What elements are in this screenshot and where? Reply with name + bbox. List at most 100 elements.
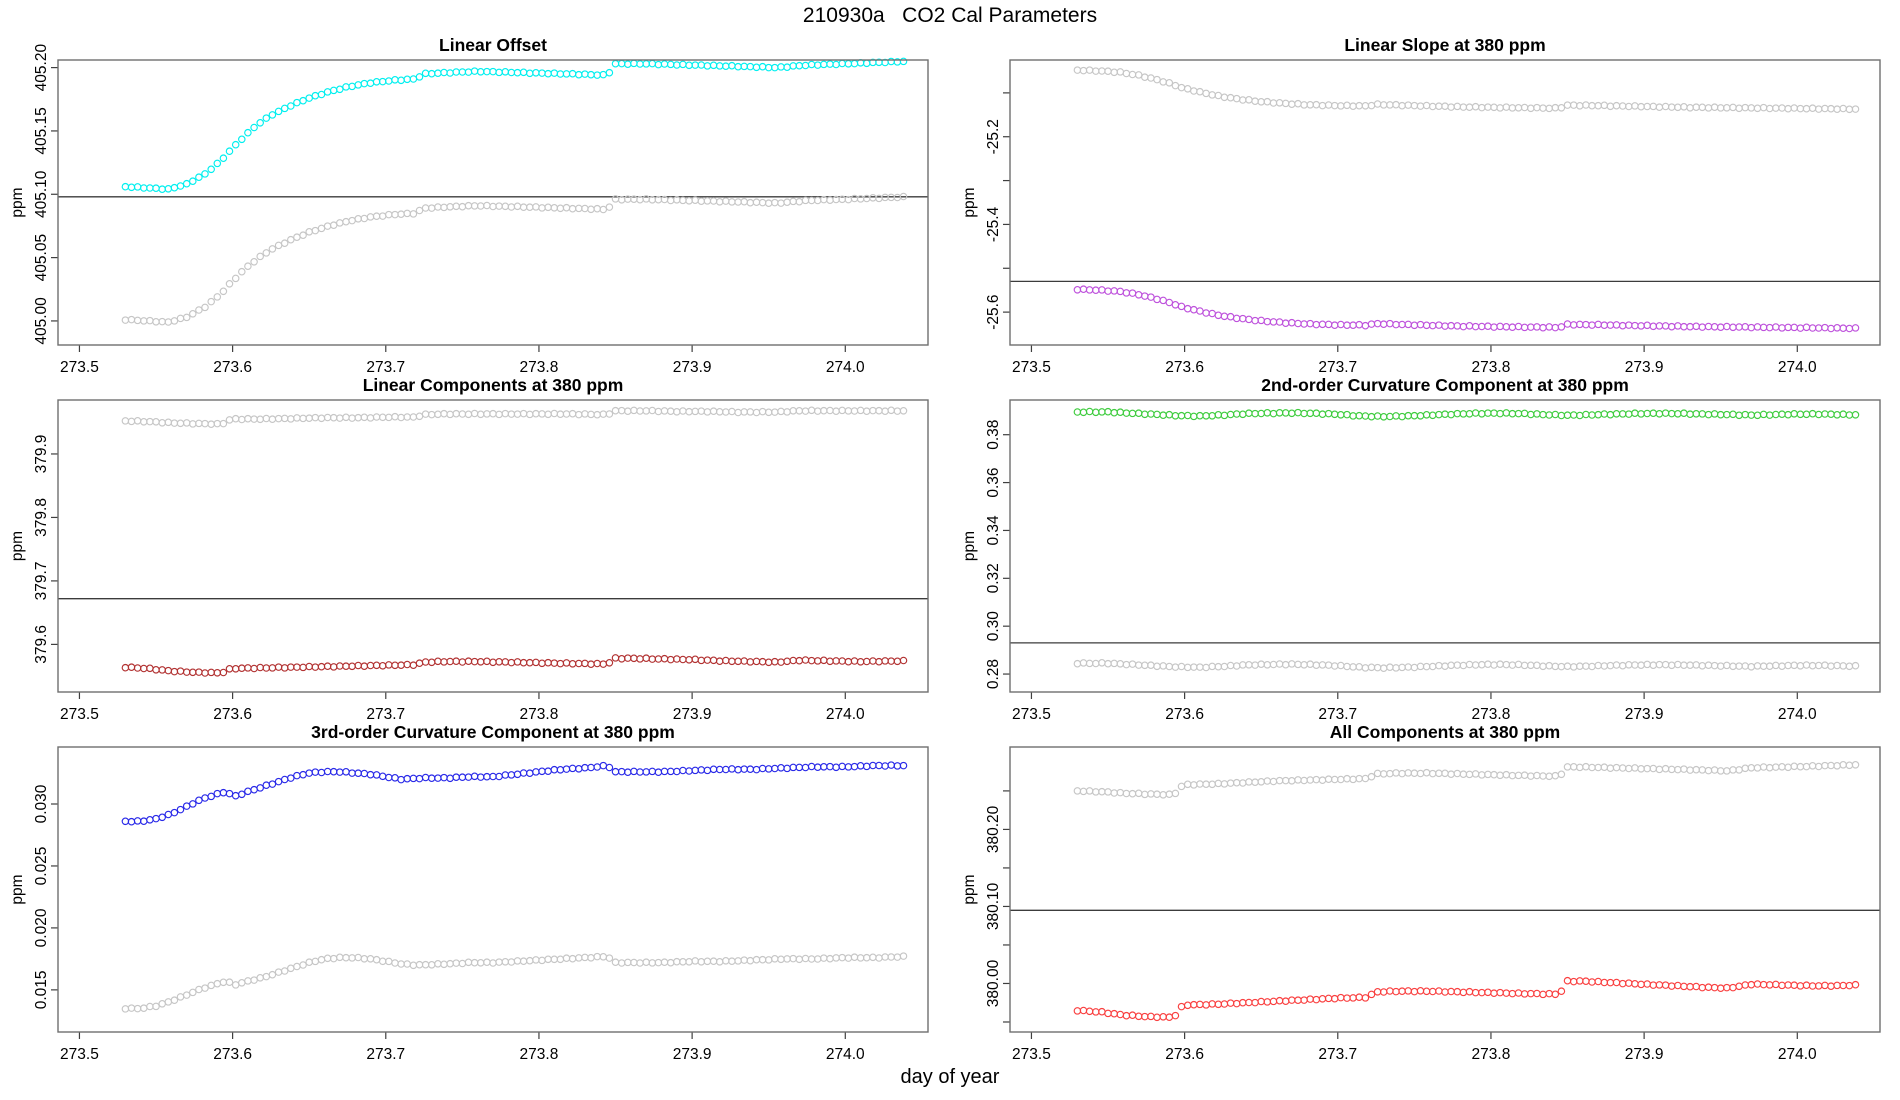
x-tick-label: 273.5 (60, 359, 99, 376)
x-tick-label: 273.6 (213, 706, 252, 723)
y-tick-label: 380.20 (985, 805, 1002, 853)
y-axis: 405.00 405.05 405.10 405.15 405.20 (33, 44, 58, 345)
y-tick-label: 405.20 (33, 44, 50, 92)
series-curvature2-secondary (1073, 659, 1860, 672)
series-all-components-primary (1073, 976, 1860, 1022)
plot-box (1009, 399, 1881, 693)
y-tick-label: 0.020 (33, 908, 50, 947)
y-axis: -25.2 -25.4 -25.6 (985, 92, 1010, 330)
x-tick-label: 273.8 (520, 359, 559, 376)
y-tick-label: 380.00 (985, 959, 1002, 1007)
plot-box (1009, 746, 1881, 1033)
panel-title: 3rd-order Curvature Component at 380 ppm (311, 722, 675, 742)
x-axis-outer-label: day of year (900, 1066, 1000, 1088)
plot-box (57, 746, 929, 1033)
series-curvature3-primary (121, 761, 908, 826)
panel-title: Linear Slope at 380 ppm (1344, 35, 1545, 55)
x-tick-label: 273.6 (1165, 359, 1204, 376)
series-linear-offset-primary (121, 57, 908, 193)
x-tick-label: 273.6 (213, 359, 252, 376)
x-tick-label: 273.8 (1472, 706, 1511, 723)
x-axis: 273.5 273.6 273.7 273.8 273.9 274.0 (60, 692, 865, 723)
x-tick-label: 274.0 (1778, 359, 1817, 376)
x-tick-label: 274.0 (826, 359, 865, 376)
main-title: 210930a CO2 Cal Parameters (802, 4, 1098, 27)
y-tick-label: 379.9 (33, 435, 50, 474)
y-axis: 380.00 380.10 380.20 (985, 790, 1010, 1023)
panel-title: Linear Components at 380 ppm (363, 375, 624, 395)
y-axis-label: ppm (9, 874, 26, 904)
y-tick-label: 0.32 (985, 563, 1002, 593)
y-tick-label: 0.34 (985, 515, 1002, 546)
x-tick-label: 273.8 (520, 1046, 559, 1063)
x-tick-label: 273.7 (366, 1046, 405, 1063)
x-tick-label: 274.0 (1778, 1046, 1817, 1063)
x-tick-label: 273.5 (1012, 1046, 1051, 1063)
y-tick-label: 379.7 (33, 562, 50, 601)
x-tick-label: 273.5 (1012, 706, 1051, 723)
y-tick-label: 379.6 (33, 625, 50, 664)
x-tick-label: 273.6 (1165, 706, 1204, 723)
panel-all-components-at-380-ppm: All Components at 380 ppm 273.5 273.6 273.7… (961, 722, 1881, 1063)
x-tick-label: 274.0 (826, 1046, 865, 1063)
panel-3rd-order-curvature-component-at-380-ppm: 3rd-order Curvature Component at 380 ppm… (9, 722, 929, 1063)
y-tick-label: -25.4 (985, 206, 1002, 242)
y-tick-label: 0.38 (985, 420, 1002, 450)
y-tick-label: 0.015 (33, 970, 50, 1009)
x-tick-label: 273.7 (366, 359, 405, 376)
y-tick-label: 0.28 (985, 659, 1002, 689)
y-tick-label: 405.00 (33, 297, 50, 345)
x-axis: 273.5 273.6 273.7 273.8 273.9 274.0 (1012, 1032, 1817, 1063)
x-tick-label: 274.0 (826, 706, 865, 723)
y-axis-label: ppm (961, 531, 978, 561)
x-axis: 273.5 273.6 273.7 273.8 273.9 274.0 (1012, 692, 1817, 723)
series-curvature3-secondary (121, 952, 908, 1013)
y-tick-label: 0.025 (33, 847, 50, 886)
y-tick-label: 379.8 (33, 498, 50, 537)
series-linear-components-secondary (121, 406, 908, 428)
x-tick-label: 273.5 (1012, 359, 1051, 376)
x-axis: 273.5 273.6 273.7 273.8 273.9 274.0 (60, 1032, 865, 1063)
x-tick-label: 273.9 (673, 359, 712, 376)
x-tick-label: 273.9 (673, 1046, 712, 1063)
y-axis: 0.015 0.020 0.025 0.030 (33, 784, 58, 1009)
y-axis: 0.28 0.30 0.32 0.34 0.36 0.38 (985, 420, 1010, 689)
y-tick-label: 405.15 (33, 107, 50, 154)
x-tick-label: 273.8 (1472, 1046, 1511, 1063)
x-tick-label: 273.7 (1318, 706, 1357, 723)
x-tick-label: 273.8 (1472, 359, 1511, 376)
panel-title: Linear Offset (439, 35, 547, 55)
panel-2nd-order-curvature-component-at-380-ppm: 2nd-order Curvature Component at 380 ppm… (961, 375, 1881, 723)
y-tick-label: -25.2 (985, 119, 1002, 154)
panel-title: 2nd-order Curvature Component at 380 ppm (1261, 375, 1629, 395)
x-tick-label: 273.6 (1165, 1046, 1204, 1063)
x-tick-label: 273.7 (366, 706, 405, 723)
y-tick-label: 405.10 (33, 170, 50, 218)
series-linear-slope-secondary (1073, 66, 1860, 114)
y-tick-label: 0.36 (985, 467, 1002, 497)
y-tick-label: 405.05 (33, 234, 50, 281)
series-linear-offset-secondary (121, 192, 908, 326)
x-tick-label: 273.9 (1625, 706, 1664, 723)
plot-box (1009, 59, 1881, 346)
panel-linear-slope-at-380-ppm: Linear Slope at 380 ppm 273.5 273.6 273.7 27… (961, 35, 1881, 376)
plot-box (57, 59, 929, 346)
y-axis: 379.6 379.7 379.8 379.9 (33, 435, 58, 664)
y-tick-label: 380.10 (985, 882, 1002, 930)
plot-box (57, 399, 929, 693)
x-axis: 273.5 273.6 273.7 273.8 273.9 274.0 (60, 345, 865, 376)
y-axis-label: ppm (961, 187, 978, 217)
series-linear-slope-primary (1073, 285, 1860, 333)
x-tick-label: 273.5 (60, 1046, 99, 1063)
series-all-components-secondary (1073, 761, 1860, 799)
y-axis-label: ppm (961, 874, 978, 904)
series-curvature2-primary (1073, 407, 1860, 421)
y-tick-label: 0.030 (33, 784, 50, 823)
x-tick-label: 273.7 (1318, 359, 1357, 376)
y-axis-label: ppm (9, 531, 26, 561)
x-tick-label: 273.8 (520, 706, 559, 723)
x-tick-label: 273.9 (1625, 359, 1664, 376)
